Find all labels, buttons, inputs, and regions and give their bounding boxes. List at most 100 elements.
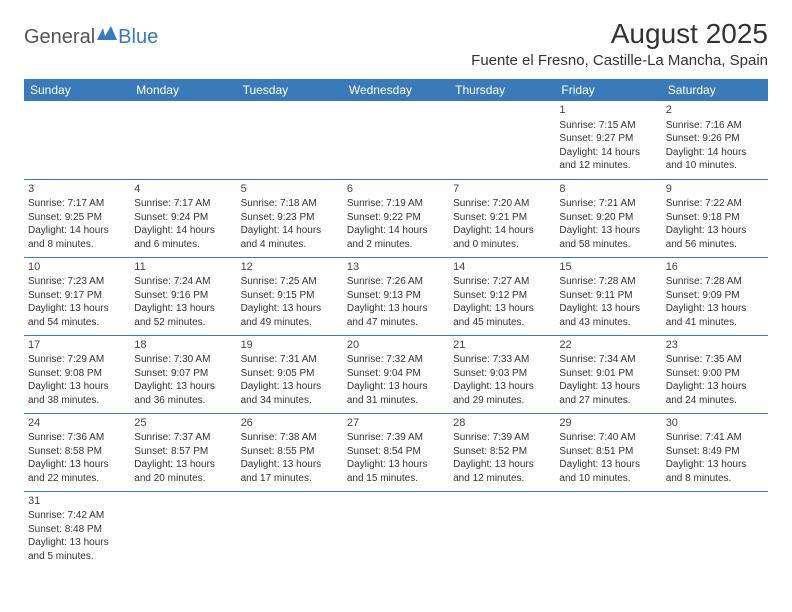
col-sunday: Sunday <box>24 79 130 101</box>
col-saturday: Saturday <box>662 79 768 101</box>
sunset-line: Sunset: 9:18 PM <box>666 211 764 225</box>
calendar-cell: 6Sunrise: 7:19 AMSunset: 9:22 PMDaylight… <box>343 179 449 257</box>
calendar-cell: 28Sunrise: 7:39 AMSunset: 8:52 PMDayligh… <box>449 413 555 491</box>
sunrise-line: Sunrise: 7:32 AM <box>347 353 445 367</box>
calendar-cell: 31Sunrise: 7:42 AMSunset: 8:48 PMDayligh… <box>24 491 130 569</box>
calendar-cell <box>449 491 555 569</box>
calendar-cell: 3Sunrise: 7:17 AMSunset: 9:25 PMDaylight… <box>24 179 130 257</box>
daylight-line: Daylight: 13 hours and 27 minutes. <box>559 380 657 407</box>
day-number: 10 <box>28 260 126 275</box>
day-number: 28 <box>453 416 551 431</box>
day-number: 11 <box>134 260 232 275</box>
day-number: 13 <box>347 260 445 275</box>
daylight-line: Daylight: 13 hours and 10 minutes. <box>559 458 657 485</box>
sunrise-line: Sunrise: 7:21 AM <box>559 197 657 211</box>
calendar-cell <box>662 491 768 569</box>
day-number: 14 <box>453 260 551 275</box>
day-number: 3 <box>28 182 126 197</box>
daylight-line: Daylight: 13 hours and 52 minutes. <box>134 302 232 329</box>
sunset-line: Sunset: 9:15 PM <box>241 289 339 303</box>
calendar-cell: 30Sunrise: 7:41 AMSunset: 8:49 PMDayligh… <box>662 413 768 491</box>
sunset-line: Sunset: 8:58 PM <box>28 445 126 459</box>
day-number: 26 <box>241 416 339 431</box>
sunset-line: Sunset: 9:24 PM <box>134 211 232 225</box>
sunset-line: Sunset: 9:01 PM <box>559 367 657 381</box>
calendar-cell <box>449 101 555 179</box>
calendar-cell <box>237 101 343 179</box>
calendar-cell: 29Sunrise: 7:40 AMSunset: 8:51 PMDayligh… <box>555 413 661 491</box>
sunrise-line: Sunrise: 7:40 AM <box>559 431 657 445</box>
sunrise-line: Sunrise: 7:38 AM <box>241 431 339 445</box>
daylight-line: Daylight: 13 hours and 36 minutes. <box>134 380 232 407</box>
daylight-line: Daylight: 13 hours and 41 minutes. <box>666 302 764 329</box>
calendar-cell: 2Sunrise: 7:16 AMSunset: 9:26 PMDaylight… <box>662 101 768 179</box>
daylight-line: Daylight: 13 hours and 31 minutes. <box>347 380 445 407</box>
sunset-line: Sunset: 9:11 PM <box>559 289 657 303</box>
calendar-cell: 22Sunrise: 7:34 AMSunset: 9:01 PMDayligh… <box>555 335 661 413</box>
day-number: 20 <box>347 338 445 353</box>
sunset-line: Sunset: 9:23 PM <box>241 211 339 225</box>
calendar-cell: 27Sunrise: 7:39 AMSunset: 8:54 PMDayligh… <box>343 413 449 491</box>
sunset-line: Sunset: 9:12 PM <box>453 289 551 303</box>
col-thursday: Thursday <box>449 79 555 101</box>
day-number: 31 <box>28 494 126 509</box>
sunset-line: Sunset: 9:17 PM <box>28 289 126 303</box>
calendar-cell: 5Sunrise: 7:18 AMSunset: 9:23 PMDaylight… <box>237 179 343 257</box>
calendar-cell <box>130 491 236 569</box>
daylight-line: Daylight: 14 hours and 10 minutes. <box>666 146 764 173</box>
calendar-cell: 7Sunrise: 7:20 AMSunset: 9:21 PMDaylight… <box>449 179 555 257</box>
daylight-line: Daylight: 14 hours and 8 minutes. <box>28 224 126 251</box>
calendar-cell: 1Sunrise: 7:15 AMSunset: 9:27 PMDaylight… <box>555 101 661 179</box>
col-tuesday: Tuesday <box>237 79 343 101</box>
daylight-line: Daylight: 13 hours and 17 minutes. <box>241 458 339 485</box>
day-number: 27 <box>347 416 445 431</box>
sunset-line: Sunset: 9:21 PM <box>453 211 551 225</box>
sunset-line: Sunset: 8:51 PM <box>559 445 657 459</box>
day-number: 5 <box>241 182 339 197</box>
sunset-line: Sunset: 9:22 PM <box>347 211 445 225</box>
daylight-line: Daylight: 13 hours and 54 minutes. <box>28 302 126 329</box>
header-row: Sunday Monday Tuesday Wednesday Thursday… <box>24 79 768 101</box>
day-number: 8 <box>559 182 657 197</box>
sunrise-line: Sunrise: 7:41 AM <box>666 431 764 445</box>
sunrise-line: Sunrise: 7:26 AM <box>347 275 445 289</box>
sunrise-line: Sunrise: 7:30 AM <box>134 353 232 367</box>
sunrise-line: Sunrise: 7:16 AM <box>666 119 764 133</box>
sunset-line: Sunset: 8:54 PM <box>347 445 445 459</box>
daylight-line: Daylight: 13 hours and 47 minutes. <box>347 302 445 329</box>
day-number: 23 <box>666 338 764 353</box>
sunrise-line: Sunrise: 7:24 AM <box>134 275 232 289</box>
sunset-line: Sunset: 9:25 PM <box>28 211 126 225</box>
calendar-table: Sunday Monday Tuesday Wednesday Thursday… <box>24 79 768 569</box>
sunset-line: Sunset: 8:48 PM <box>28 523 126 537</box>
calendar-cell: 18Sunrise: 7:30 AMSunset: 9:07 PMDayligh… <box>130 335 236 413</box>
calendar-cell: 4Sunrise: 7:17 AMSunset: 9:24 PMDaylight… <box>130 179 236 257</box>
sunrise-line: Sunrise: 7:17 AM <box>134 197 232 211</box>
sunset-line: Sunset: 9:00 PM <box>666 367 764 381</box>
day-number: 18 <box>134 338 232 353</box>
calendar-cell: 21Sunrise: 7:33 AMSunset: 9:03 PMDayligh… <box>449 335 555 413</box>
sunrise-line: Sunrise: 7:31 AM <box>241 353 339 367</box>
sunset-line: Sunset: 9:13 PM <box>347 289 445 303</box>
sunrise-line: Sunrise: 7:28 AM <box>559 275 657 289</box>
daylight-line: Daylight: 14 hours and 12 minutes. <box>559 146 657 173</box>
calendar-cell <box>24 101 130 179</box>
sunrise-line: Sunrise: 7:25 AM <box>241 275 339 289</box>
day-number: 4 <box>134 182 232 197</box>
calendar-cell: 23Sunrise: 7:35 AMSunset: 9:00 PMDayligh… <box>662 335 768 413</box>
daylight-line: Daylight: 13 hours and 38 minutes. <box>28 380 126 407</box>
calendar-cell: 12Sunrise: 7:25 AMSunset: 9:15 PMDayligh… <box>237 257 343 335</box>
day-number: 12 <box>241 260 339 275</box>
daylight-line: Daylight: 14 hours and 6 minutes. <box>134 224 232 251</box>
calendar-row: 3Sunrise: 7:17 AMSunset: 9:25 PMDaylight… <box>24 179 768 257</box>
sunrise-line: Sunrise: 7:33 AM <box>453 353 551 367</box>
daylight-line: Daylight: 13 hours and 56 minutes. <box>666 224 764 251</box>
sunrise-line: Sunrise: 7:17 AM <box>28 197 126 211</box>
calendar-cell <box>343 491 449 569</box>
daylight-line: Daylight: 13 hours and 15 minutes. <box>347 458 445 485</box>
calendar-cell <box>130 101 236 179</box>
sunrise-line: Sunrise: 7:19 AM <box>347 197 445 211</box>
sunrise-line: Sunrise: 7:39 AM <box>347 431 445 445</box>
daylight-line: Daylight: 13 hours and 20 minutes. <box>134 458 232 485</box>
daylight-line: Daylight: 13 hours and 34 minutes. <box>241 380 339 407</box>
